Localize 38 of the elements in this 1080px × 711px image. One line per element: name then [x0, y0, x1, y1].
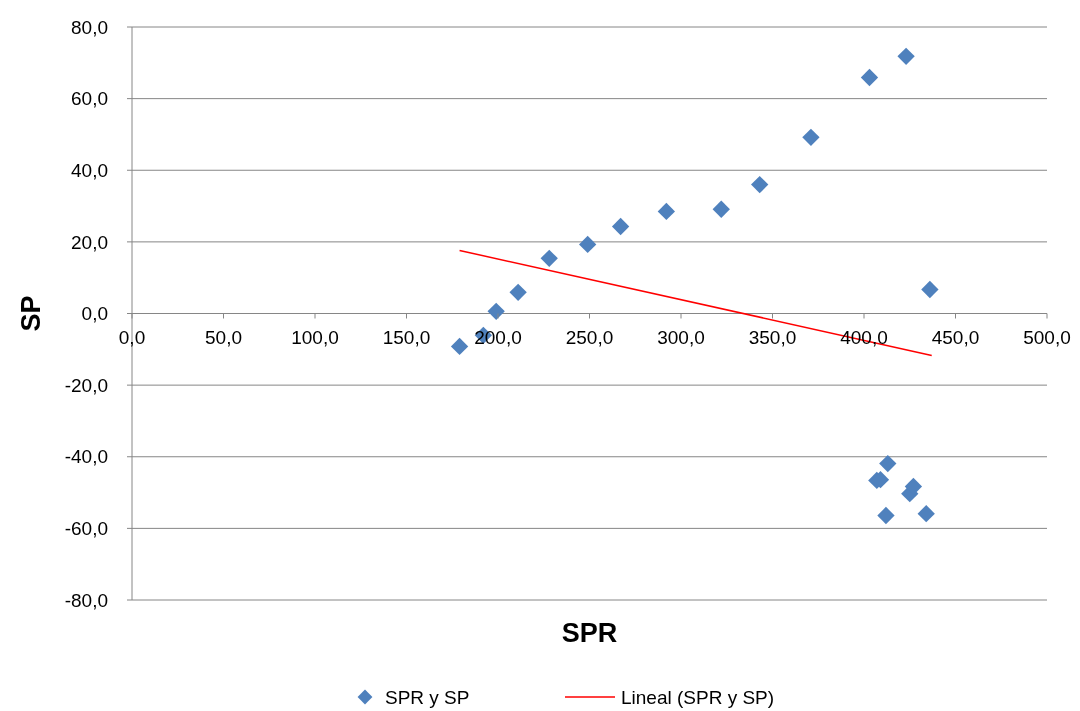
x-tick-label: 300,0	[657, 326, 705, 348]
x-axis-title: SPR	[561, 618, 618, 648]
point	[897, 47, 915, 66]
point	[487, 302, 505, 321]
point	[879, 454, 897, 473]
y-tick-label: -20,0	[64, 374, 108, 396]
y-tick-label: 0,0	[81, 303, 108, 325]
y-tick-label: 80,0	[71, 16, 108, 38]
y-tick-label: 40,0	[71, 159, 108, 181]
y-axis-title: SP	[16, 295, 46, 332]
point	[860, 68, 879, 87]
x-tick-label: 350,0	[748, 326, 797, 348]
point	[540, 249, 558, 268]
point	[917, 505, 935, 523]
point	[450, 337, 469, 356]
y-tick-label: -40,0	[64, 446, 108, 468]
y-tick-label: -60,0	[64, 518, 108, 540]
y-tick-label: -80,0	[64, 589, 108, 611]
y-tick-label: 60,0	[71, 88, 108, 110]
point	[712, 200, 730, 218]
point	[921, 280, 939, 299]
x-tick-label: 100,0	[291, 326, 339, 348]
point	[802, 128, 820, 146]
point	[657, 202, 676, 221]
y-tick-label: 20,0	[71, 231, 108, 253]
x-tick-label: 250,0	[565, 326, 614, 348]
x-tick-label: 50,0	[205, 326, 242, 348]
x-tick-label: 150,0	[382, 326, 431, 348]
x-tick-label: 450,0	[931, 326, 980, 348]
point	[877, 506, 895, 525]
point	[611, 217, 630, 236]
x-tick-label: 0,0	[118, 326, 146, 348]
legend-label: SPR y SP	[385, 686, 470, 708]
x-tick-label: 500,0	[1023, 326, 1071, 348]
point	[579, 235, 597, 254]
point	[509, 283, 527, 302]
legend-label: Lineal (SPR y SP)	[621, 686, 775, 708]
point	[751, 175, 769, 194]
